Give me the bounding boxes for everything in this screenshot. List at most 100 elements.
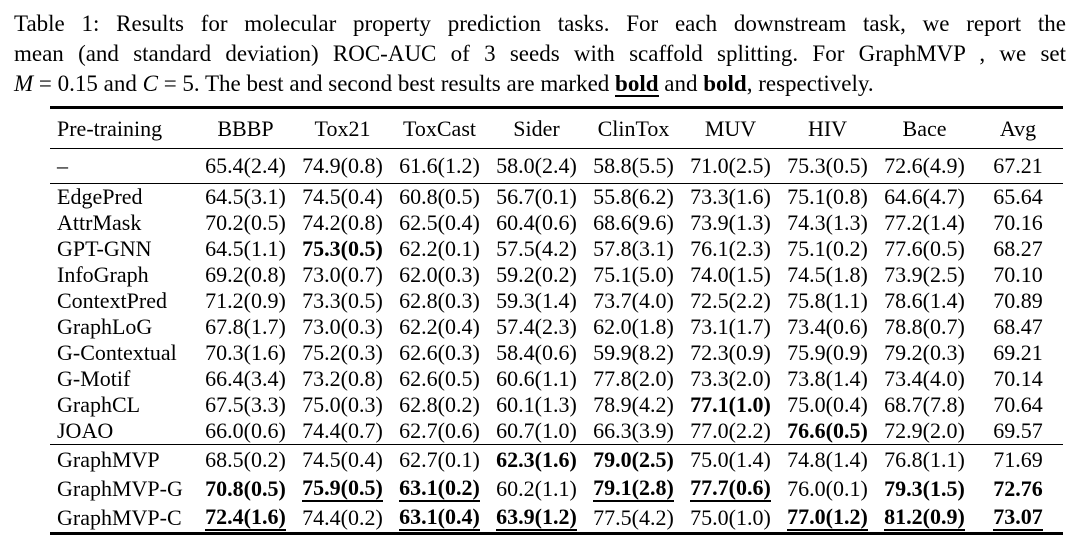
col-header-tox21: Tox21 <box>314 115 371 141</box>
roc-auc-value: 76.1(2.3) <box>690 236 771 261</box>
caption-text: , respectively. <box>746 71 874 96</box>
roc-auc-value: 72.5(2.2) <box>690 288 771 313</box>
roc-auc-value: 73.3(0.5) <box>302 288 383 313</box>
roc-auc-value: 74.4(0.7) <box>302 418 383 443</box>
method-name: GraphLoG <box>57 314 153 339</box>
roc-auc-value: 60.4(0.6) <box>496 210 577 235</box>
second-best-marker-example: bold <box>703 71 747 96</box>
roc-auc-value: 77.0(2.2) <box>690 418 771 443</box>
value-cell: 75.0(1.0) <box>682 503 779 534</box>
value-cell: 69.2(0.8) <box>197 262 294 288</box>
roc-auc-value: 65.4(2.4) <box>205 153 286 178</box>
roc-auc-value: 67.21 <box>993 153 1043 178</box>
best-value-cell: 75.9(0.5) <box>294 474 391 503</box>
roc-auc-value: 75.9(0.5) <box>302 475 383 502</box>
roc-auc-value: 59.3(1.4) <box>496 288 577 313</box>
value-cell: 76.8(1.1) <box>876 445 973 475</box>
value-cell: 74.4(0.7) <box>294 418 391 445</box>
value-cell: 72.6(4.9) <box>876 149 973 184</box>
table-section-baseline: – 65.4(2.4) 74.9(0.8) 61.6(1.2) 58.0(2.4) 58.… <box>50 149 1063 184</box>
value-cell: 68.6(9.6) <box>585 210 682 236</box>
roc-auc-value: 74.2(0.8) <box>302 210 383 235</box>
roc-auc-value: 62.0(1.8) <box>593 314 674 339</box>
roc-auc-value: 73.1(1.7) <box>690 314 771 339</box>
roc-auc-value: 57.4(2.3) <box>496 314 577 339</box>
value-cell: 73.0(0.3) <box>294 314 391 340</box>
table-header: Pre-training BBBP Tox21 ToxCast Sider Cl… <box>50 108 1063 149</box>
value-cell: 57.8(3.1) <box>585 236 682 262</box>
value-cell: 75.3(0.5) <box>779 149 876 184</box>
table-row: AttrMask 70.2(0.5) 74.2(0.8) 62.5(0.4) 60.4(… <box>50 210 1063 236</box>
second-best-value-cell: 62.3(1.6) <box>488 445 585 475</box>
table-row: GraphLoG 67.8(1.7) 73.0(0.3) 62.2(0.4) 57.4(… <box>50 314 1063 340</box>
roc-auc-value: 62.6(0.3) <box>399 340 480 365</box>
roc-auc-value: 68.27 <box>993 236 1043 261</box>
col-header-clintox: ClinTox <box>597 115 670 141</box>
roc-auc-value: 62.5(0.4) <box>399 210 480 235</box>
roc-auc-value: 69.2(0.8) <box>205 262 286 287</box>
roc-auc-value: 77.8(2.0) <box>593 366 674 391</box>
method-name: EdgePred <box>57 184 143 209</box>
table-row: GPT-GNN 64.5(1.1) 75.3(0.5) 62.2(0.1) 57.5(4… <box>50 236 1063 262</box>
roc-auc-value: 79.2(0.3) <box>884 340 965 365</box>
value-cell: 70.3(1.6) <box>197 340 294 366</box>
value-cell: 68.27 <box>973 236 1063 262</box>
col-header-avg: Avg <box>999 115 1037 141</box>
value-cell: 74.0(1.5) <box>682 262 779 288</box>
roc-auc-value: 75.1(0.2) <box>787 236 868 261</box>
roc-auc-value: 77.0(1.2) <box>787 504 868 531</box>
best-value-cell: 77.0(1.2) <box>779 503 876 534</box>
col-header-bace: Bace <box>902 115 947 141</box>
value-cell: 77.5(4.2) <box>585 503 682 534</box>
value-cell: 65.4(2.4) <box>197 149 294 184</box>
value-cell: 79.2(0.3) <box>876 340 973 366</box>
value-cell: 74.5(0.4) <box>294 445 391 475</box>
value-cell: 62.6(0.5) <box>391 366 488 392</box>
value-cell: 67.8(1.7) <box>197 314 294 340</box>
roc-auc-value: 61.6(1.2) <box>399 153 480 178</box>
roc-auc-value: 57.8(3.1) <box>593 236 674 261</box>
roc-auc-value: 75.3(0.5) <box>787 153 868 178</box>
best-value-cell: 77.7(0.6) <box>682 474 779 503</box>
table-row: GraphMVP 68.5(0.2) 74.5(0.4) 62.7(0.1) 62.3(… <box>50 445 1063 475</box>
roc-auc-value: 68.5(0.2) <box>205 446 286 472</box>
roc-auc-value: 62.2(0.4) <box>399 314 480 339</box>
table-row: GraphMVP-C 72.4(1.6) 74.4(0.2) 63.1(0.4) 63.… <box>50 503 1063 534</box>
value-cell: 74.9(0.8) <box>294 149 391 184</box>
value-cell: 70.16 <box>973 210 1063 236</box>
value-cell: 58.8(5.5) <box>585 149 682 184</box>
roc-auc-value: 74.4(0.2) <box>302 504 383 530</box>
value-cell: 75.8(1.1) <box>779 288 876 314</box>
col-header-pretraining: Pre-training <box>57 115 163 141</box>
roc-auc-value: 62.6(0.5) <box>399 366 480 391</box>
roc-auc-value: 58.0(2.4) <box>496 153 577 178</box>
roc-auc-value: 73.8(1.4) <box>787 366 868 391</box>
value-cell: 64.6(4.7) <box>876 184 973 211</box>
roc-auc-value: 74.0(1.5) <box>690 262 771 287</box>
roc-auc-value: 77.6(0.5) <box>884 236 965 261</box>
roc-auc-value: 73.7(4.0) <box>593 288 674 313</box>
value-cell: 62.7(0.6) <box>391 418 488 445</box>
roc-auc-value: 75.8(1.1) <box>787 288 868 313</box>
table-row: JOAO 66.0(0.6) 74.4(0.7) 62.7(0.6) 60.7(1.0)… <box>50 418 1063 445</box>
value-cell: 71.2(0.9) <box>197 288 294 314</box>
roc-auc-value: 73.0(0.7) <box>302 262 383 287</box>
best-value-cell: 72.4(1.6) <box>197 503 294 534</box>
roc-auc-value: 57.5(4.2) <box>496 236 577 261</box>
roc-auc-value: 66.3(3.9) <box>593 418 674 443</box>
value-cell: 71.0(2.5) <box>682 149 779 184</box>
value-cell: 69.57 <box>973 418 1063 445</box>
value-cell: 70.64 <box>973 392 1063 418</box>
roc-auc-value: 76.0(0.1) <box>787 475 868 501</box>
roc-auc-value: 74.5(1.8) <box>787 262 868 287</box>
roc-auc-value: 77.7(0.6) <box>690 475 771 502</box>
value-cell: 74.2(0.8) <box>294 210 391 236</box>
roc-auc-value: 63.1(0.4) <box>399 504 480 531</box>
value-cell: 78.9(4.2) <box>585 392 682 418</box>
roc-auc-value: 75.3(0.5) <box>302 236 383 261</box>
value-cell: 66.3(3.9) <box>585 418 682 445</box>
value-cell: 62.6(0.3) <box>391 340 488 366</box>
value-cell: 62.8(0.3) <box>391 288 488 314</box>
value-cell: 66.0(0.6) <box>197 418 294 445</box>
value-cell: 68.7(7.8) <box>876 392 973 418</box>
